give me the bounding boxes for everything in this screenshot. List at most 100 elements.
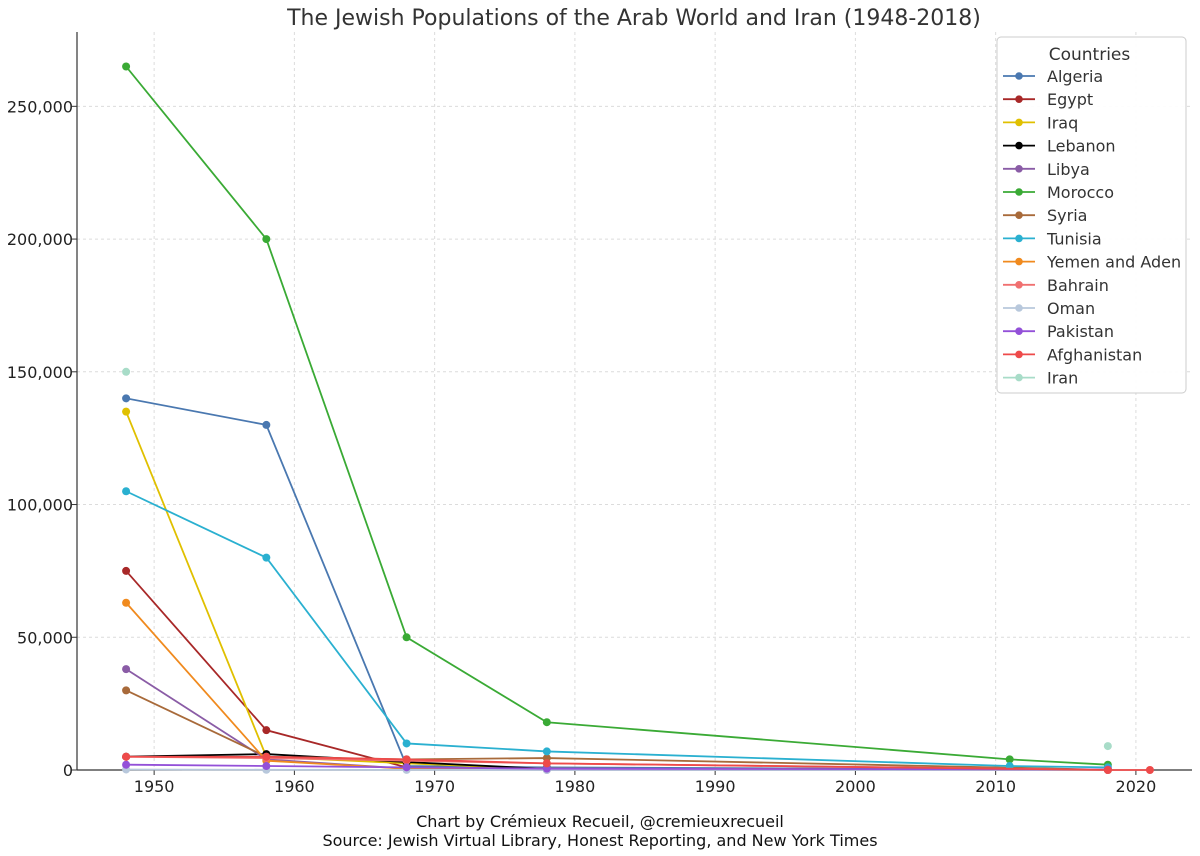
- chart-title: The Jewish Populations of the Arab World…: [286, 6, 981, 31]
- y-tick-label: 200,000: [7, 230, 73, 249]
- series-line: [125, 397, 1108, 771]
- data-point: [122, 407, 131, 416]
- legend-swatch-marker: [1015, 118, 1023, 127]
- legend-item: Afghanistan: [1003, 345, 1142, 364]
- legend-swatch-marker: [1015, 95, 1023, 103]
- series-morocco: [122, 62, 1112, 769]
- data-point: [122, 367, 131, 376]
- data-point: [262, 235, 271, 244]
- legend-label: Morocco: [1047, 183, 1114, 202]
- data-point: [122, 62, 131, 71]
- data-point: [542, 718, 551, 727]
- x-tick-label: 2020: [1116, 777, 1157, 796]
- data-point: [262, 553, 271, 562]
- legend-title: Countries: [1049, 45, 1131, 65]
- legend-label: Egypt: [1047, 90, 1093, 109]
- legend-label: Iran: [1047, 369, 1078, 388]
- legend-swatch-marker: [1015, 72, 1023, 80]
- legend-swatch-marker: [1015, 304, 1023, 312]
- data-point: [262, 726, 271, 735]
- legend-item: Morocco: [1003, 183, 1114, 202]
- legend-swatch-marker: [1015, 141, 1023, 150]
- legend-swatch-marker: [1015, 281, 1023, 289]
- legend-label: Iraq: [1047, 113, 1078, 132]
- legend-label: Lebanon: [1047, 137, 1116, 156]
- data-point: [542, 759, 551, 768]
- legend-label: Yemen and Aden: [1046, 253, 1181, 272]
- series-line: [125, 602, 1108, 771]
- legend-label: Afghanistan: [1047, 345, 1142, 364]
- series-yemen-and-aden: [122, 598, 1112, 774]
- grid-lines: [77, 32, 1192, 771]
- legend-item: Syria: [1003, 206, 1087, 225]
- y-tick-label: 50,000: [17, 628, 73, 647]
- series-line: [125, 65, 1108, 766]
- data-point: [122, 394, 131, 403]
- series-egypt: [122, 566, 1112, 774]
- legend-item: Tunisia: [1003, 229, 1102, 248]
- legend-item: Iraq: [1003, 113, 1078, 132]
- series-iraq: [122, 407, 1112, 774]
- data-point: [262, 420, 271, 429]
- data-point: [122, 598, 131, 607]
- legend-label: Pakistan: [1047, 322, 1114, 341]
- data-point: [122, 760, 131, 769]
- data-point: [402, 755, 411, 764]
- data-point: [122, 566, 131, 575]
- data-point: [1103, 765, 1112, 774]
- data-point: [122, 665, 131, 674]
- data-point: [402, 633, 411, 642]
- legend-item: Yemen and Aden: [1003, 253, 1181, 272]
- data-point: [1103, 742, 1112, 751]
- data-point: [1005, 755, 1014, 764]
- legend-swatch-marker: [1015, 188, 1023, 196]
- legend-item: Libya: [1003, 160, 1090, 179]
- legend-box: [996, 36, 1187, 394]
- data-point: [1145, 766, 1154, 774]
- legend-swatch-marker: [1015, 373, 1023, 382]
- data-point: [122, 487, 131, 496]
- legend-item: Lebanon: [1003, 137, 1116, 156]
- x-tick-label: 1990: [695, 777, 736, 796]
- series-afghanistan: [122, 752, 1154, 774]
- legend-swatch-marker: [1015, 165, 1023, 173]
- series-line: [126, 755, 1150, 771]
- x-tick-label: 1970: [414, 777, 455, 796]
- legend-item: Bahrain: [1003, 276, 1109, 295]
- series-line: [125, 570, 1108, 771]
- series-algeria: [122, 394, 1112, 774]
- x-tick-label: 2000: [835, 777, 876, 796]
- data-point: [262, 752, 271, 761]
- data-point: [542, 747, 551, 756]
- legend-item: Algeria: [1003, 67, 1103, 86]
- legend-swatch-marker: [1015, 327, 1023, 336]
- series-line: [125, 411, 1108, 771]
- legend-label: Algeria: [1047, 67, 1103, 86]
- data-point: [122, 686, 131, 695]
- data-point: [122, 752, 131, 761]
- legend-swatch-marker: [1015, 350, 1023, 359]
- axes: 1950 1960 1970 1980 1990 2000 2010 2020 0 50,000 1…: [7, 32, 1192, 796]
- legend-swatch-marker: [1015, 211, 1023, 219]
- legend-swatch-marker: [1015, 257, 1023, 266]
- data-point: [402, 763, 411, 772]
- legend-swatch-marker: [1015, 234, 1023, 243]
- chart-credit: Chart by Crémieux Recueil, @cremieuxrecu…: [416, 812, 784, 831]
- plot-series: [122, 62, 1154, 774]
- y-tick-label: 150,000: [7, 363, 73, 382]
- y-tick-label: 0: [63, 761, 73, 780]
- legend-item: Oman: [1003, 299, 1095, 318]
- series-line: [125, 490, 1108, 769]
- legend-item: Pakistan: [1003, 322, 1114, 341]
- legend-label: Tunisia: [1046, 229, 1102, 248]
- y-tick-label: 250,000: [7, 97, 73, 116]
- x-tick-label: 1960: [274, 777, 315, 796]
- legend-label: Oman: [1047, 299, 1095, 318]
- legend-label: Libya: [1047, 160, 1090, 179]
- legend-label: Bahrain: [1047, 276, 1109, 295]
- legend[interactable]: Countries Algeria Egypt Iraq Lebanon Libya Mor…: [996, 36, 1187, 394]
- y-tick-label: 100,000: [7, 496, 73, 515]
- series-iran: [122, 367, 1112, 751]
- x-tick-label: 2010: [975, 777, 1016, 796]
